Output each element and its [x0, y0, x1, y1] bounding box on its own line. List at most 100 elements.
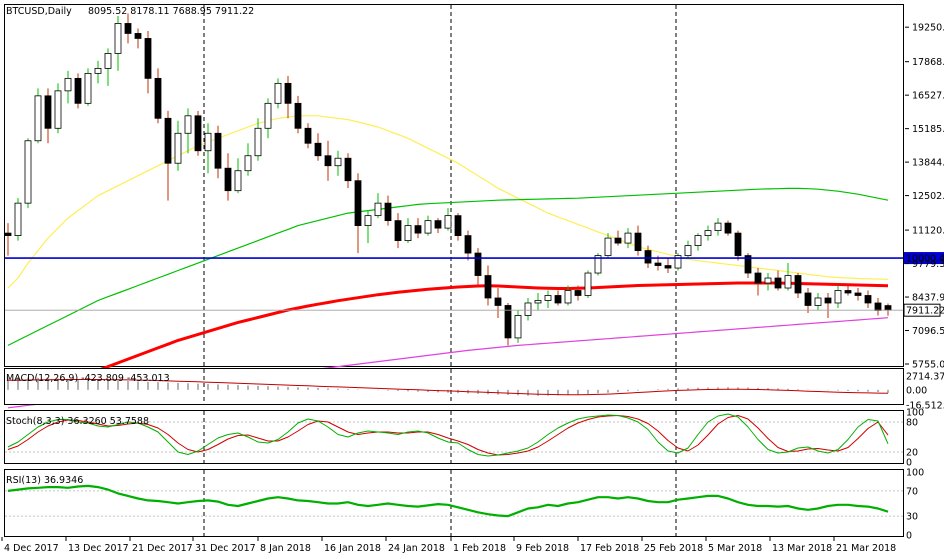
- price-axis: 19250.95 17868.75 16527.30 15185.85 13844.40…: [905, 23, 944, 371]
- candle-body: [834, 290, 842, 304]
- candle-body: [824, 297, 832, 304]
- candle-body: [304, 127, 312, 144]
- candle-body: [424, 220, 432, 234]
- candle-body: [854, 292, 862, 296]
- candle-body: [144, 38, 152, 79]
- candle-body: [674, 255, 682, 269]
- time-tick-label: 21 Dec 2017: [132, 543, 193, 554]
- macd-panel[interactable]: 2714.373 0.00 -16.512.561 MACD(12,26,9) -4…: [4, 368, 944, 412]
- candle-body: [764, 277, 772, 284]
- candle-body: [14, 202, 22, 236]
- candle-body: [204, 132, 212, 152]
- candle-body: [624, 232, 632, 244]
- time-tick-label: 13 Mar 2018: [772, 543, 832, 554]
- candle-body: [654, 262, 662, 266]
- time-tick-label: 1 Feb 2018: [453, 543, 506, 554]
- candle-body: [874, 302, 882, 311]
- price-tick-label: 9779.35: [912, 259, 944, 270]
- time-tick-label: 24 Jan 2018: [388, 543, 445, 554]
- candles: [4, 13, 892, 346]
- current-price-box: [903, 303, 941, 317]
- time-axis: 4 Dec 2017 13 Dec 2017 21 Dec 2017 31 Dec 2…: [1, 537, 896, 554]
- rsi-line: [7, 484, 889, 518]
- candle-body: [184, 115, 192, 134]
- macd-signal-polyline: [7, 379, 889, 396]
- price-tick-label: 19250.95: [912, 23, 944, 34]
- price-tick-label: 15185.85: [912, 124, 944, 135]
- rsi-axis: 100 70 30 0: [906, 468, 924, 542]
- candle-body: [374, 202, 382, 217]
- macd-label: MACD(12,26,9) -423.809 -453.013: [6, 373, 170, 384]
- candle-body: [314, 142, 322, 157]
- candle-body: [684, 245, 692, 256]
- ma-yellow-line: [7, 115, 889, 289]
- current-price-text: 7911.22: [906, 306, 944, 317]
- price-tick-label: 11120.80: [912, 226, 944, 237]
- candle-body: [454, 215, 462, 236]
- candle-body: [644, 250, 652, 264]
- stochastic-tick-label: 0: [906, 458, 912, 469]
- candle-body: [4, 232, 12, 236]
- candle-body: [494, 297, 502, 306]
- candle-body: [44, 95, 52, 129]
- candle-body: [714, 222, 722, 232]
- price-tick-label: 12502.95: [912, 191, 944, 202]
- macd-tick-label: 0.00: [906, 385, 927, 396]
- candle-body: [384, 202, 392, 222]
- candle-body: [504, 305, 512, 339]
- candle-body: [264, 102, 272, 129]
- time-tick-label: 5 Mar 2018: [708, 543, 762, 554]
- time-tick-label: 21 Mar 2018: [836, 543, 896, 554]
- candle-body: [34, 95, 42, 142]
- candle-body: [134, 33, 142, 39]
- candle-body: [804, 292, 812, 306]
- macd-signal-line: [7, 379, 889, 396]
- price-tick-label: 8437.95: [912, 293, 944, 304]
- price-tick-label: 17868.75: [912, 57, 944, 68]
- candle-body: [24, 140, 32, 204]
- candle-body: [124, 23, 132, 34]
- ma-green-line: [7, 187, 889, 346]
- symbol-label: BTCUSD,Daily: [6, 6, 72, 17]
- candle-body: [754, 272, 762, 284]
- stochastic-label: Stoch(8,3,3) 36.3260 53.7588: [6, 416, 149, 427]
- rsi-tick-label: 0: [906, 531, 912, 542]
- candle-body: [554, 295, 562, 304]
- candle-body: [584, 272, 592, 296]
- candle-body: [474, 252, 482, 276]
- candle-body: [194, 115, 202, 152]
- candle-body: [434, 220, 442, 229]
- candle-body: [284, 82, 292, 104]
- candle-body: [344, 157, 352, 182]
- rsi-tick-label: 100: [906, 468, 924, 479]
- stochastic-tick-label: 100: [906, 408, 924, 419]
- candle-body: [104, 53, 112, 69]
- time-tick-label: 9 Feb 2018: [516, 543, 569, 554]
- level-label-text: 10000.41: [906, 254, 944, 265]
- candle-body: [574, 290, 582, 296]
- candle-body: [744, 255, 752, 274]
- time-tick-label: 25 Feb 2018: [644, 543, 703, 554]
- rsi-panel[interactable]: 100 70 30 0 RSI(13) 36.9346: [4, 468, 925, 542]
- stochastic-tick-label: 80: [906, 418, 918, 429]
- candle-body: [414, 225, 422, 234]
- macd-tick-label: 2714.373: [906, 372, 944, 383]
- rsi-levels: [5, 490, 903, 517]
- macd-tick-label: -16.512.561: [906, 401, 944, 412]
- candle-body: [534, 300, 542, 304]
- candle-body: [354, 180, 362, 227]
- candle-body: [844, 290, 852, 294]
- price-tick-label: 13844.40: [912, 158, 944, 169]
- price-panel[interactable]: 10000.41 7911.22 19250.95 17868.75 16527.30…: [4, 4, 944, 409]
- candle-body: [94, 67, 102, 74]
- candle-body: [114, 23, 122, 54]
- candle-body: [84, 72, 92, 104]
- rsi-separators: [203, 470, 677, 536]
- candle-body: [444, 215, 452, 229]
- rsi-polyline: [7, 484, 889, 518]
- candle-body: [254, 127, 262, 157]
- ma-red-line: [7, 281, 889, 402]
- candle-body: [334, 157, 342, 167]
